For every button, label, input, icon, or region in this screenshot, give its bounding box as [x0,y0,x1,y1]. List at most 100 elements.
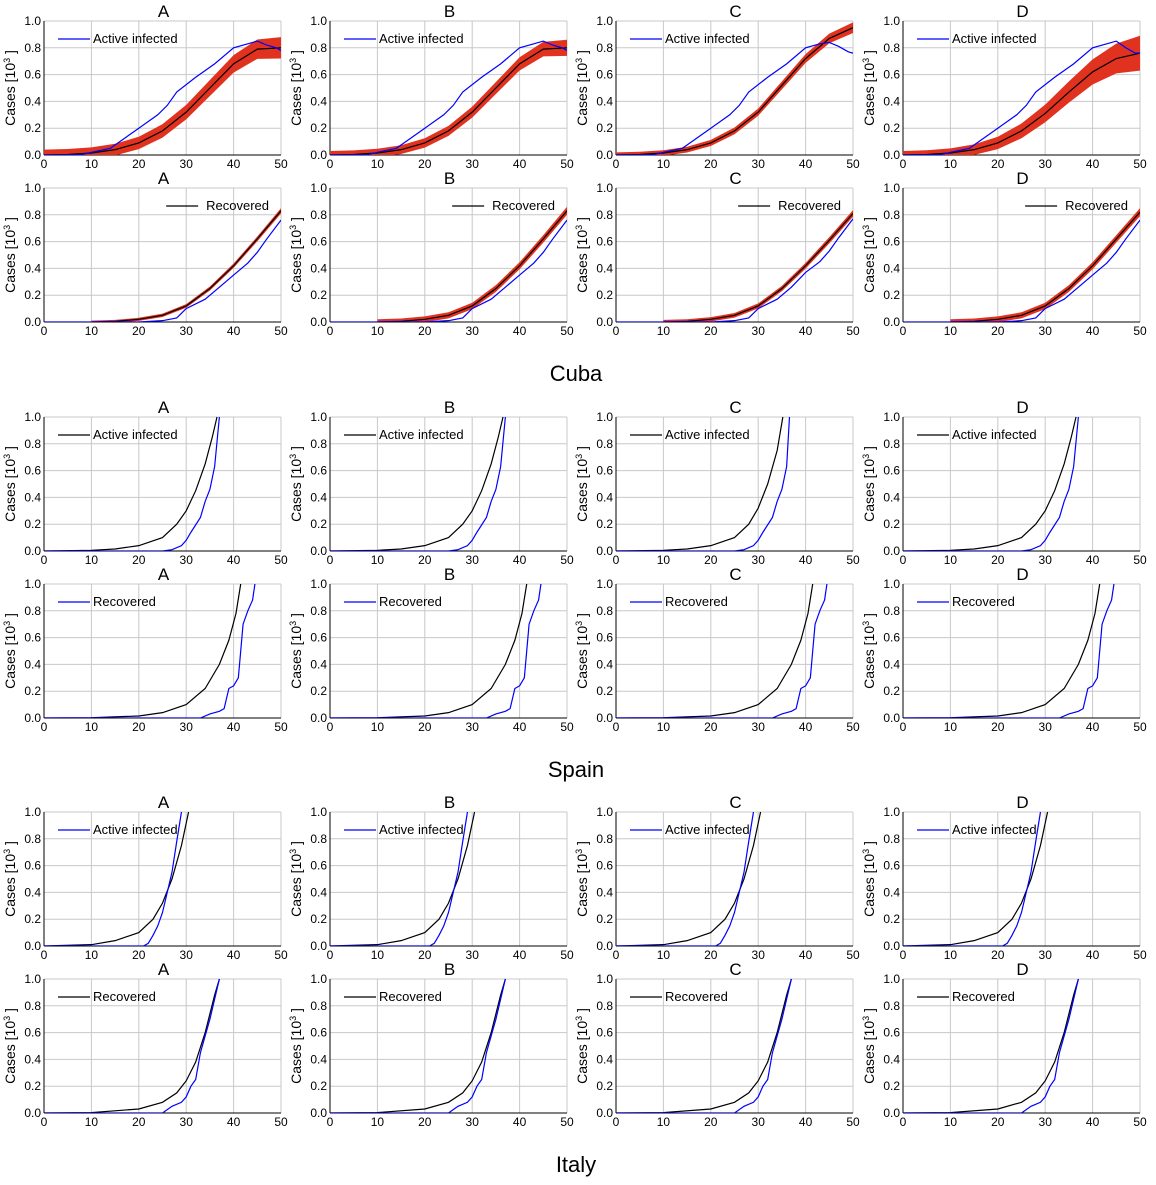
x-tick-label: 40 [227,324,241,338]
x-tick-label: 30 [752,324,766,338]
x-tick-label: 0 [41,324,48,338]
x-tick-label: 10 [371,157,385,171]
x-tick-label: 40 [513,948,527,962]
x-tick-label: 10 [657,157,671,171]
legend: Active infected [917,31,1037,46]
panel-cuba-1-d: 0 10 20 30 40 50 0.0 0.2 0.4 0.6 0.8 1.0 Cases [103 … [861,169,1147,338]
x-tick-label: 40 [799,720,813,734]
panel-title: C [729,169,741,188]
y-tick-label: 0.6 [883,631,900,645]
x-tick-label: 10 [371,948,385,962]
y-axis-label: Cases [103 ] [861,446,877,522]
y-tick-label: 0.2 [883,517,900,531]
panel-cuba-0-c: 0 10 20 30 40 50 0.0 0.2 0.4 0.6 0.8 1.0 Cases [103 … [574,2,860,171]
y-tick-label: 0.0 [24,315,41,329]
y-tick-label: 0.2 [596,912,613,926]
y-tick-label: 0.6 [24,859,41,873]
legend-label: Recovered [665,594,728,609]
model-line [377,210,567,322]
observed-line [903,811,1042,946]
x-tick-label: 40 [227,157,241,171]
x-tick-label: 30 [1039,1115,1053,1129]
y-tick-label: 0.2 [596,121,613,135]
y-tick-label: 0.2 [883,1079,900,1093]
x-tick-label: 20 [991,324,1005,338]
legend: Active infected [58,427,178,442]
x-tick-label: 50 [560,553,574,567]
x-tick-label: 0 [41,553,48,567]
y-tick-label: 0.8 [24,832,41,846]
x-tick-label: 10 [85,948,99,962]
legend: Recovered [917,989,1015,1004]
observed-line [616,41,853,155]
model-line [330,47,567,155]
plot-area [616,978,792,1113]
x-tick-label: 0 [327,720,334,734]
observed-line [616,978,792,1113]
model-line [44,811,190,946]
y-tick-label: 0.0 [596,711,613,725]
x-tick-label: 10 [85,720,99,734]
y-tick-label: 0.8 [310,604,327,618]
plot-area [616,811,762,946]
y-tick-label: 0.6 [883,235,900,249]
legend-label: Active infected [93,427,178,442]
y-tick-label: 0.4 [596,94,613,108]
x-tick-label: 20 [132,157,146,171]
x-tick-label: 50 [1133,948,1147,962]
x-tick-label: 10 [371,720,385,734]
x-tick-label: 40 [227,553,241,567]
y-tick-label: 0.0 [310,148,327,162]
y-tick-label: 1.0 [883,181,900,195]
x-tick-label: 20 [418,948,432,962]
y-tick-label: 0.2 [310,684,327,698]
legend-label: Active infected [952,427,1037,442]
y-tick-label: 0.4 [310,490,327,504]
y-tick-label: 0.8 [596,437,613,451]
observed-line [903,416,1079,551]
model-line [950,211,1140,322]
plot-area [44,37,281,155]
x-tick-label: 50 [846,324,860,338]
x-tick-label: 30 [1039,948,1053,962]
y-tick-label: 0.8 [310,208,327,222]
panel-title: D [1016,169,1028,188]
plot-area [330,39,567,155]
y-axis-label: Cases [103 ] [861,1008,877,1084]
panel-spain-0-d: 0 10 20 30 40 50 0.0 0.2 0.4 0.6 0.8 1.0 Cases [103 … [861,398,1147,567]
y-tick-label: 0.6 [24,1026,41,1040]
y-tick-label: 0.6 [24,68,41,82]
x-tick-label: 40 [227,948,241,962]
legend-label: Recovered [1065,198,1128,213]
legend: Active infected [344,31,464,46]
x-tick-label: 0 [900,324,907,338]
y-tick-label: 1.0 [883,410,900,424]
legend-label: Recovered [952,989,1015,1004]
panel-title: A [158,793,170,812]
x-tick-label: 30 [1039,553,1053,567]
legend: Recovered [344,989,442,1004]
y-tick-label: 0.2 [596,517,613,531]
plot-area [616,416,791,551]
x-tick-label: 20 [132,1115,146,1129]
legend: Recovered [58,594,156,609]
panel-title: D [1016,398,1028,417]
y-tick-label: 0.4 [24,657,41,671]
y-tick-label: 0.4 [24,94,41,108]
panel-spain-1-d: 0 10 20 30 40 50 0.0 0.2 0.4 0.6 0.8 1.0 Cases [103 … [861,565,1147,734]
x-tick-label: 40 [513,157,527,171]
x-tick-label: 0 [41,157,48,171]
y-tick-label: 0.6 [310,1026,327,1040]
y-tick-label: 0.8 [24,437,41,451]
y-tick-label: 0.0 [310,544,327,558]
y-tick-label: 0.8 [883,437,900,451]
y-tick-label: 0.2 [310,121,327,135]
x-tick-label: 50 [274,157,288,171]
y-tick-label: 0.8 [883,41,900,55]
y-tick-label: 0.4 [24,490,41,504]
model-line [663,213,853,322]
y-tick-label: 0.8 [883,999,900,1013]
x-tick-label: 40 [513,720,527,734]
y-axis-label: Cases [103 ] [2,217,18,293]
y-tick-label: 0.0 [24,1106,41,1120]
